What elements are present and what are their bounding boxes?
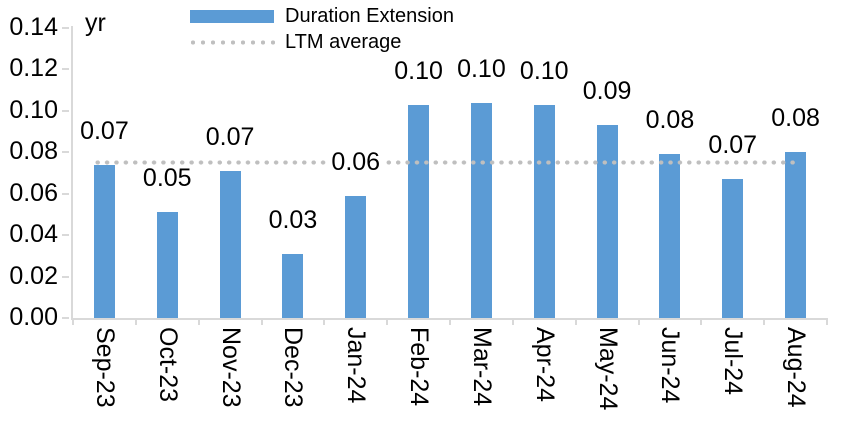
x-axis-category-label: Feb-24 xyxy=(405,327,434,407)
bar-duration-extension xyxy=(785,152,807,318)
x-axis-tick xyxy=(386,320,389,325)
x-axis-category-label: Mar-24 xyxy=(467,327,496,407)
x-axis-tick xyxy=(323,320,326,325)
y-axis-tick xyxy=(62,68,69,71)
bar-value-label: 0.08 xyxy=(768,105,823,133)
bar-value-label: 0.07 xyxy=(77,117,132,145)
x-axis-category-label: Sep-23 xyxy=(90,327,119,408)
x-axis-tick xyxy=(197,320,200,325)
bar-value-label: 0.06 xyxy=(328,148,384,176)
x-axis-category-label: Aug-24 xyxy=(782,327,811,408)
x-axis-category-label: Nov-23 xyxy=(216,327,245,408)
y-axis-tick xyxy=(62,192,69,195)
bar-value-label: 0.09 xyxy=(579,78,635,106)
legend-label-ltm-average: LTM average xyxy=(285,31,402,53)
x-axis-line xyxy=(71,318,828,320)
x-axis-tick xyxy=(763,320,766,325)
y-axis-tick-label: 0.02 xyxy=(9,261,58,290)
y-axis-tick xyxy=(62,234,69,237)
x-axis-category-label: Oct-23 xyxy=(153,327,182,403)
bar-duration-extension xyxy=(219,170,241,318)
bar-duration-extension xyxy=(659,154,681,318)
y-axis-tick xyxy=(62,27,69,29)
legend-marker-box xyxy=(188,9,276,23)
y-axis-tick-label: 0.06 xyxy=(9,178,58,207)
bar-duration-extension xyxy=(156,212,178,318)
x-axis-tick xyxy=(260,320,263,325)
bar-duration-extension xyxy=(282,253,304,318)
legend-label-duration-extension: Duration Extension xyxy=(285,5,454,27)
x-axis-tick xyxy=(826,320,828,325)
bar-duration-extension xyxy=(533,104,555,318)
legend-item-ltm-average: LTM average xyxy=(188,29,454,55)
dotted-line-swatch-icon xyxy=(188,39,276,45)
y-axis-tick-label: 0.14 xyxy=(9,13,58,41)
y-axis-tick-label: 0.12 xyxy=(9,54,58,83)
bar-series-swatch-icon xyxy=(190,9,274,23)
legend-item-duration-extension: Duration Extension xyxy=(188,3,454,29)
legend-marker-box xyxy=(188,39,276,45)
x-axis-category-label: Jul-24 xyxy=(719,327,748,396)
bar-duration-extension xyxy=(345,195,367,318)
y-axis-tick xyxy=(62,317,69,319)
y-axis-tick-label: 0.10 xyxy=(9,95,58,124)
y-axis-tick-label: 0.08 xyxy=(9,137,58,166)
y-axis-tick-label: 0.04 xyxy=(9,220,58,249)
bar-value-label: 0.10 xyxy=(454,55,509,83)
x-axis-category-label: Dec-23 xyxy=(279,327,308,408)
bar-duration-extension xyxy=(408,104,430,318)
y-axis-unit-label: yr xyxy=(85,9,106,37)
bar-value-label: 0.07 xyxy=(202,123,258,151)
x-axis-tick xyxy=(574,320,577,325)
bar-value-label: 0.03 xyxy=(265,206,321,234)
x-axis-category-label: Apr-24 xyxy=(530,327,559,403)
y-axis-tick xyxy=(62,275,69,278)
x-axis-tick xyxy=(449,320,451,325)
ltm-average-line xyxy=(93,160,795,166)
x-axis-tick xyxy=(72,320,74,325)
bar-duration-extension xyxy=(596,125,618,318)
x-axis-category-label: Jan-24 xyxy=(342,327,371,404)
bar-value-label: 0.08 xyxy=(642,107,698,135)
x-axis-tick xyxy=(637,320,640,325)
y-axis-line xyxy=(71,26,73,320)
x-axis-tick xyxy=(134,320,137,325)
bar-value-label: 0.10 xyxy=(391,57,446,85)
bar-duration-extension xyxy=(93,164,115,318)
bar-value-label: 0.05 xyxy=(139,165,195,193)
y-axis-tick-label: 0.00 xyxy=(9,303,58,331)
y-axis-tick xyxy=(62,109,69,112)
x-axis-tick xyxy=(700,320,703,325)
bar-duration-extension xyxy=(722,179,744,318)
bar-duration-extension xyxy=(470,102,492,318)
bar-value-label: 0.10 xyxy=(516,57,572,85)
bar-value-label: 0.07 xyxy=(705,132,761,160)
legend: Duration Extension LTM average xyxy=(188,3,454,55)
x-axis-tick xyxy=(511,320,514,325)
y-axis-tick xyxy=(62,151,69,154)
x-axis-category-label: Jun-24 xyxy=(656,327,685,404)
x-axis-category-label: May-24 xyxy=(593,327,622,411)
